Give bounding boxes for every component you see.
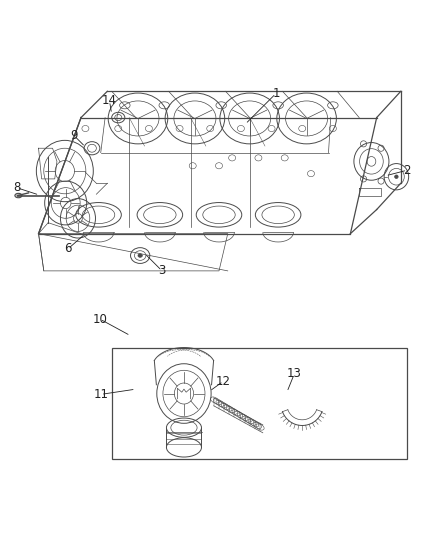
Text: 3: 3 bbox=[159, 264, 166, 277]
Text: 9: 9 bbox=[70, 128, 78, 142]
Text: 1: 1 bbox=[272, 87, 280, 100]
Text: 6: 6 bbox=[64, 243, 72, 255]
Text: 11: 11 bbox=[93, 388, 108, 401]
Bar bbox=[112, 348, 407, 459]
Text: 14: 14 bbox=[102, 94, 117, 108]
Ellipse shape bbox=[15, 193, 22, 198]
Ellipse shape bbox=[138, 254, 142, 257]
Text: 13: 13 bbox=[287, 367, 302, 381]
Text: 12: 12 bbox=[216, 375, 231, 387]
Text: 10: 10 bbox=[92, 312, 107, 326]
Text: 2: 2 bbox=[403, 164, 411, 176]
Text: 8: 8 bbox=[13, 181, 20, 194]
Ellipse shape bbox=[395, 175, 398, 179]
